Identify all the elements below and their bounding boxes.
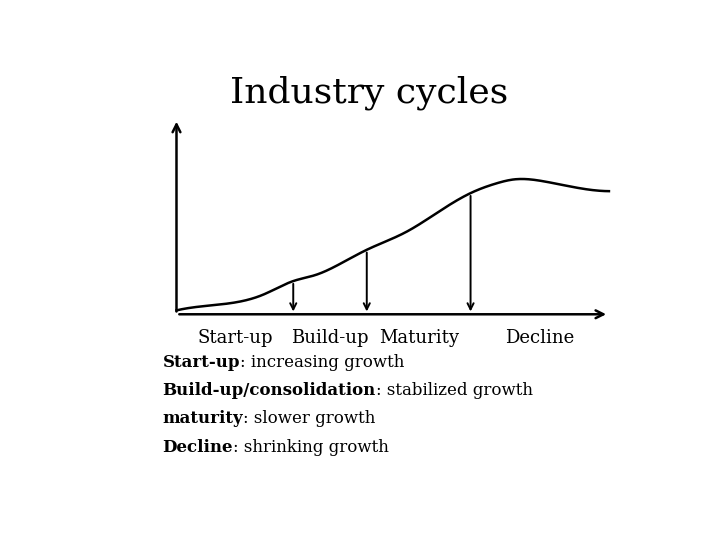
Text: Build-up: Build-up [292, 329, 369, 347]
Text: : slower growth: : slower growth [243, 410, 376, 427]
Text: : shrinking growth: : shrinking growth [233, 438, 389, 456]
Text: : increasing growth: : increasing growth [240, 354, 405, 371]
Text: maturity: maturity [163, 410, 243, 427]
Text: : stabilized growth: : stabilized growth [376, 382, 533, 399]
Text: Decline: Decline [163, 438, 233, 456]
Text: Maturity: Maturity [379, 329, 459, 347]
Text: Build-up/consolidation: Build-up/consolidation [163, 382, 376, 399]
Text: Industry cycles: Industry cycles [230, 75, 508, 110]
Text: Start-up: Start-up [163, 354, 240, 371]
Text: Decline: Decline [505, 329, 575, 347]
Text: Start-up: Start-up [197, 329, 273, 347]
